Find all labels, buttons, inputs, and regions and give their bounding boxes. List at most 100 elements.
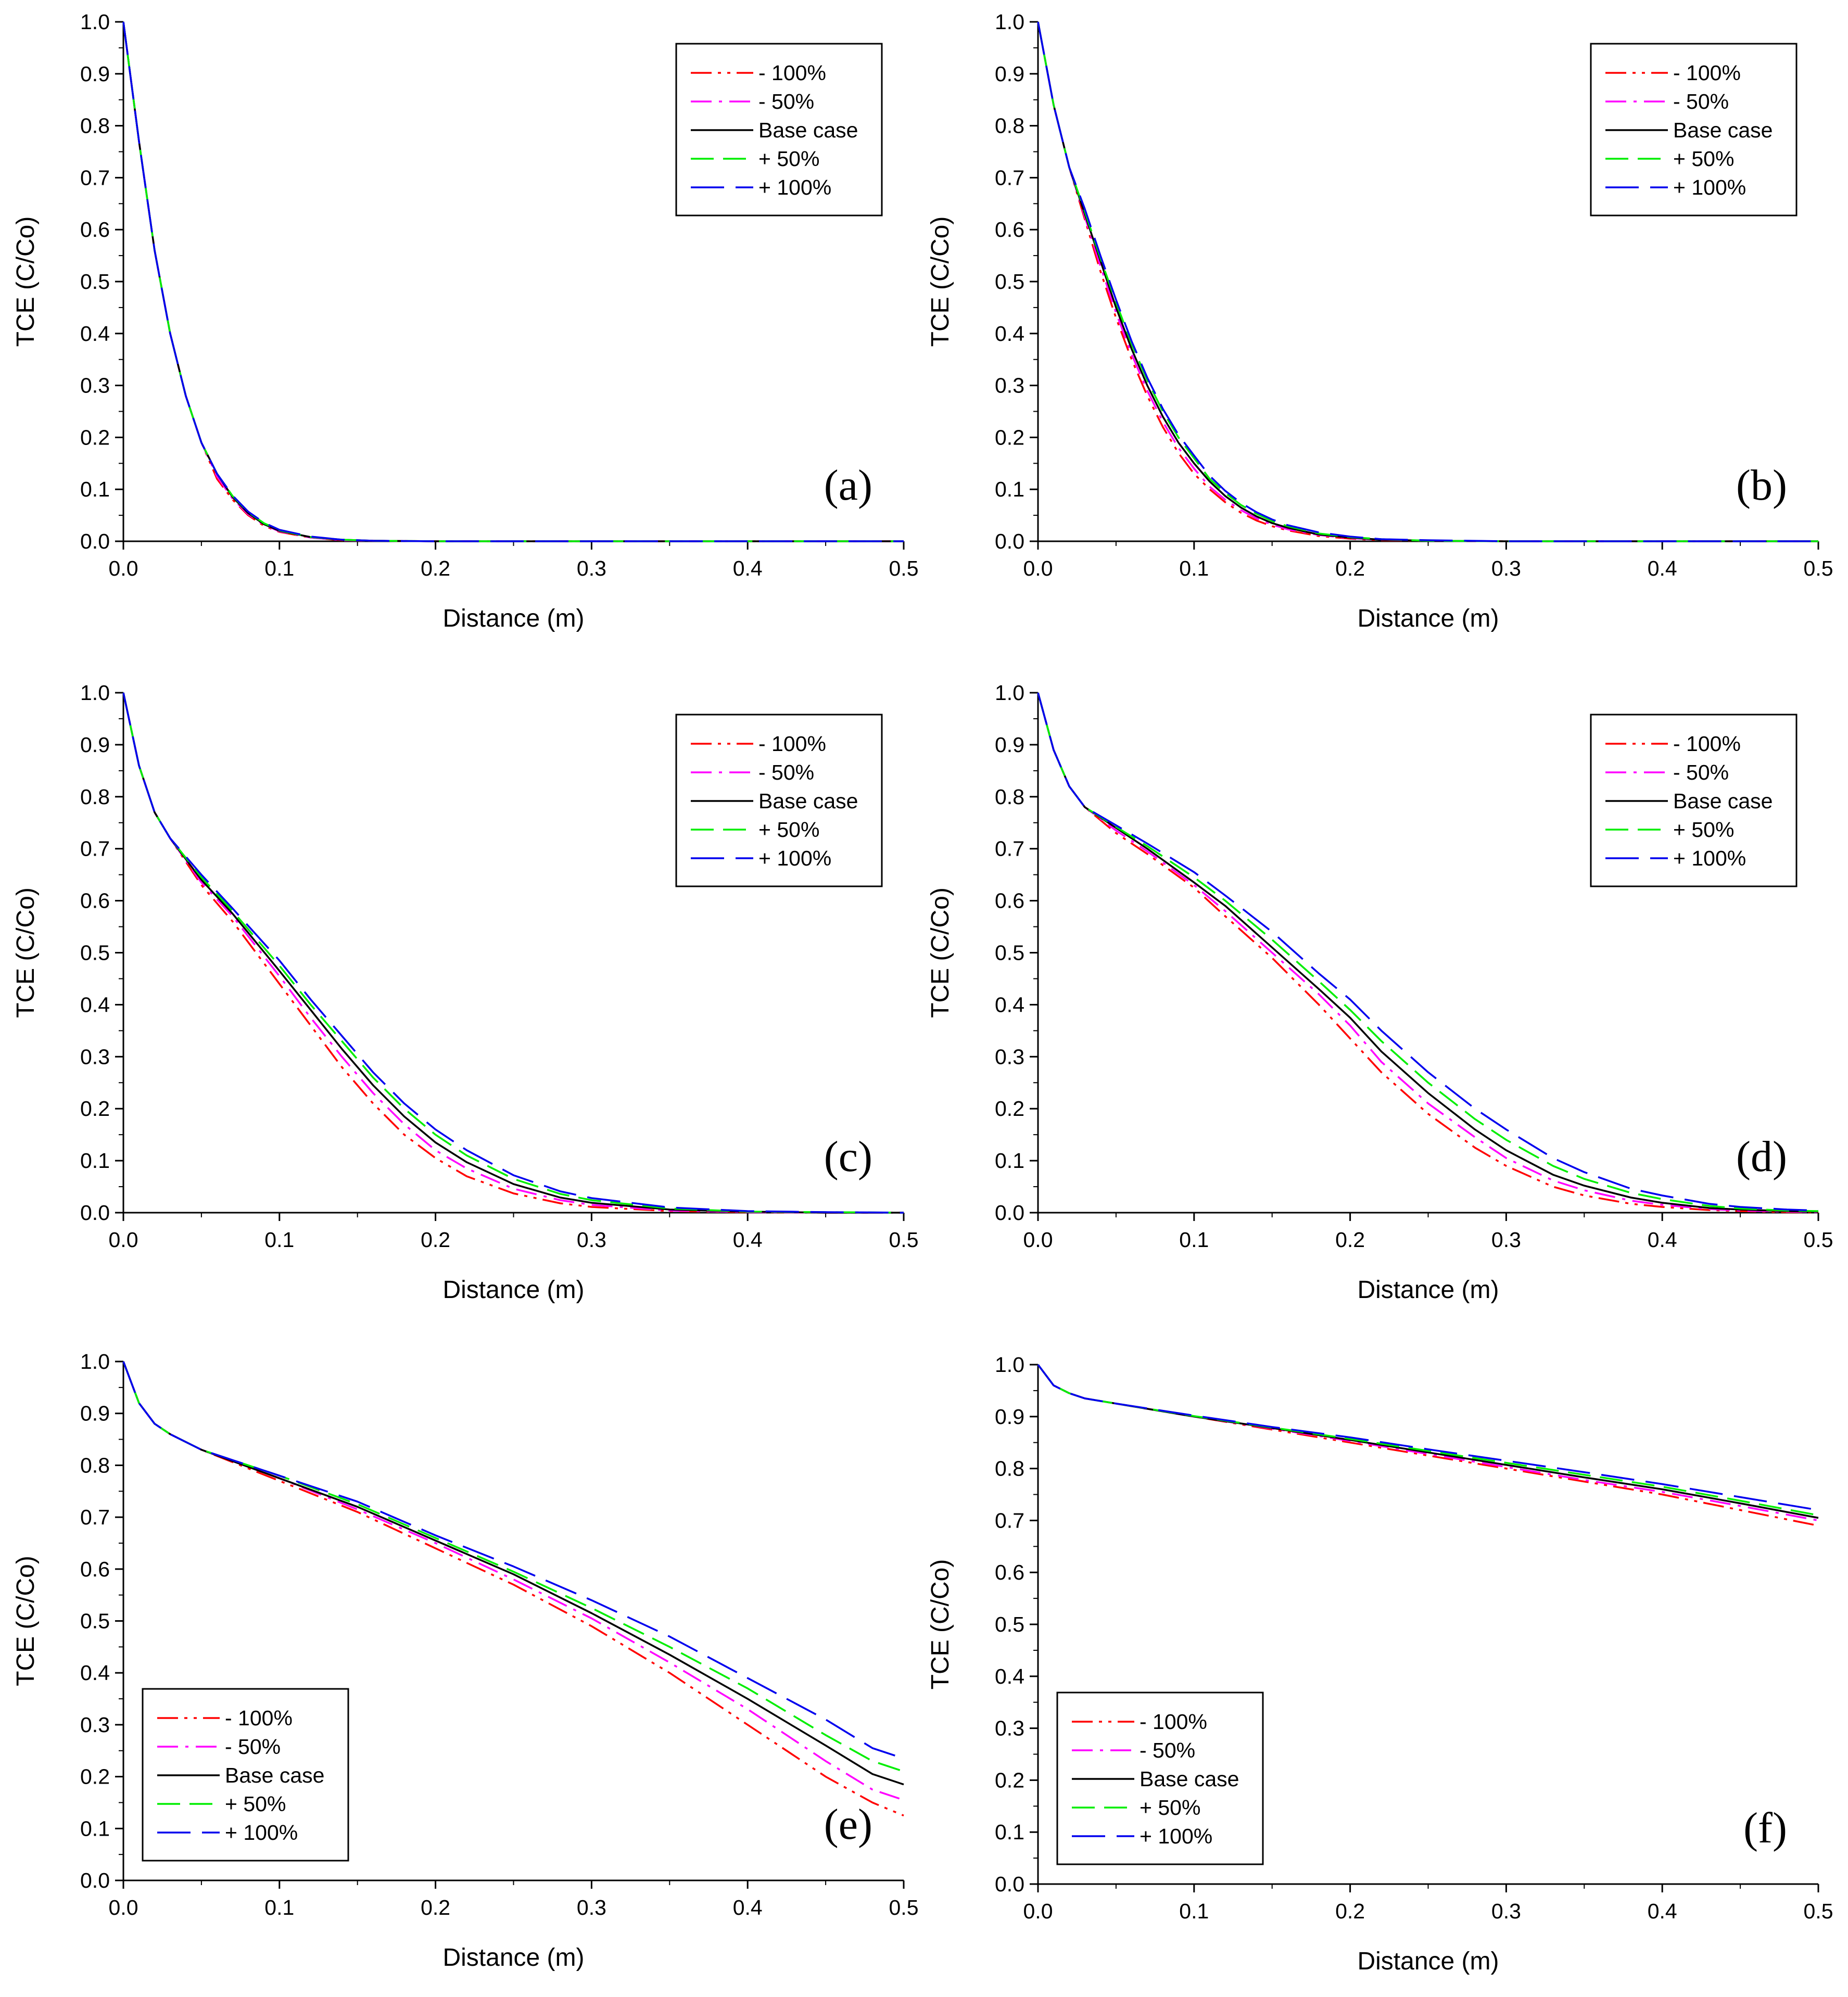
y-tick-label: 0.6 (995, 889, 1024, 913)
legend-label-2: - 50% (1673, 90, 1729, 113)
x-tick-label: 0.5 (889, 1896, 919, 1919)
y-tick-label: 0.6 (995, 1560, 1024, 1584)
x-tick-label: 0.3 (577, 1228, 606, 1252)
x-tick-label: 0.1 (1179, 1228, 1209, 1252)
x-tick-label: 0.5 (889, 556, 919, 580)
y-tick-label: 1.0 (995, 1353, 1024, 1377)
panel-label: (a) (824, 461, 872, 510)
y-tick-label: 0.1 (995, 1820, 1024, 1844)
x-tick-label: 0.2 (1335, 556, 1365, 580)
y-tick-label: 1.0 (80, 681, 110, 705)
y-tick-label: 0.5 (80, 941, 110, 965)
x-tick-label: 0.4 (1648, 1899, 1677, 1923)
series-line-1 (1037, 692, 1818, 1213)
legend-label-3: Base case (1673, 118, 1773, 142)
y-tick-label: 0.4 (995, 1664, 1024, 1688)
y-tick-label: 0.6 (80, 218, 110, 241)
x-tick-label: 0.3 (1491, 556, 1521, 580)
x-tick-label: 0.5 (1804, 1228, 1833, 1252)
y-tick-label: 0.4 (80, 1661, 110, 1685)
y-tick-label: 1.0 (995, 10, 1024, 34)
y-tick-label: 0.6 (995, 218, 1024, 241)
y-tick-label: 0.1 (995, 1149, 1024, 1173)
x-tick-label: 0.1 (264, 1896, 294, 1919)
legend-label-2: - 50% (225, 1735, 281, 1759)
y-tick-label: 0.4 (80, 322, 110, 346)
y-tick-label: 0.4 (995, 322, 1024, 346)
series-line-3 (1037, 1364, 1819, 1519)
y-tick-label: 0.1 (995, 477, 1024, 501)
legend-label-5: + 100% (758, 175, 831, 199)
series-line-1 (122, 1361, 904, 1817)
legend-label-3: Base case (1140, 1767, 1239, 1791)
x-tick-label: 0.2 (421, 556, 450, 580)
y-tick-label: 0.3 (995, 1045, 1024, 1069)
legend-label-5: + 100% (1673, 175, 1746, 199)
legend-label-5: + 100% (1140, 1824, 1212, 1848)
x-tick-label: 0.2 (1335, 1228, 1365, 1252)
series-line-5 (1037, 1364, 1819, 1511)
y-tick-label: 0.8 (995, 1457, 1024, 1481)
x-tick-label: 0.4 (1648, 556, 1677, 580)
y-tick-label: 0.9 (80, 733, 110, 757)
y-tick-label: 0.3 (80, 1713, 110, 1737)
legend-label-3: Base case (225, 1763, 324, 1787)
panel-label: (d) (1736, 1133, 1787, 1181)
x-tick-label: 0.4 (733, 556, 763, 580)
legend-label-2: - 50% (1673, 760, 1729, 784)
legend-label-4: + 50% (758, 818, 819, 842)
x-tick-label: 0.3 (1491, 1228, 1521, 1252)
x-axis-label: Distance (m) (442, 1276, 584, 1304)
legend-label-1: - 100% (1673, 61, 1741, 85)
legend-label-2: - 50% (1140, 1738, 1195, 1762)
chart-panel-2: 0.0 0.1 0.2 0.3 0.4 0.5 0.6 0.7 0.8 0.9 1.0 0.0 0.1 0… (927, 10, 1833, 632)
series-line-5 (1037, 21, 1818, 542)
legend-label-3: Base case (758, 118, 858, 142)
legend-label-3: Base case (758, 789, 858, 813)
chart-panel-4: 0.0 0.1 0.2 0.3 0.4 0.5 0.6 0.7 0.8 0.9 1.0 0.0 0.1 0… (927, 681, 1833, 1304)
x-tick-label: 0.1 (264, 556, 294, 580)
y-axis-label: TCE (C/Co) (927, 1559, 954, 1690)
y-tick-label: 0.0 (80, 529, 110, 553)
y-tick-label: 0.8 (80, 1453, 110, 1477)
legend-label-1: - 100% (758, 61, 826, 85)
y-tick-label: 0.8 (995, 785, 1024, 809)
legend: - 100% - 50% Base case + 50% + 100% (1590, 714, 1798, 887)
x-tick-label: 0.2 (1335, 1899, 1365, 1923)
y-tick-label: 0.7 (995, 166, 1024, 189)
y-tick-label: 0.8 (80, 785, 110, 809)
y-tick-label: 0.1 (80, 477, 110, 501)
series-line-4 (1037, 1364, 1819, 1517)
y-tick-label: 0.2 (995, 1768, 1024, 1792)
y-tick-label: 0.0 (80, 1868, 110, 1892)
y-tick-label: 0.8 (80, 114, 110, 138)
legend-label-4: + 50% (1673, 147, 1734, 171)
y-tick-label: 0.3 (80, 1045, 110, 1069)
legend-label-4: + 50% (1140, 1796, 1200, 1820)
legend-label-3: Base case (1673, 789, 1773, 813)
y-tick-label: 0.7 (995, 1508, 1024, 1532)
series-line-1 (1037, 1364, 1819, 1527)
series-line-2 (1037, 21, 1818, 542)
x-tick-label: 0.2 (421, 1228, 450, 1252)
panel-label: (b) (1736, 461, 1787, 510)
legend-label-2: - 50% (758, 90, 814, 113)
y-tick-label: 0.7 (80, 166, 110, 189)
chart-panel-1: 0.0 0.1 0.2 0.3 0.4 0.5 0.6 0.7 0.8 0.9 1.0 0.0 0.1 0… (12, 10, 919, 632)
y-tick-label: 0.0 (995, 1872, 1024, 1896)
x-tick-label: 0.0 (1023, 556, 1053, 580)
y-tick-label: 0.1 (80, 1149, 110, 1173)
x-tick-label: 0.0 (109, 1228, 138, 1252)
x-tick-label: 0.4 (733, 1896, 763, 1919)
y-tick-label: 0.6 (80, 1557, 110, 1581)
y-tick-label: 1.0 (995, 681, 1024, 705)
y-tick-label: 0.9 (80, 62, 110, 86)
x-tick-label: 0.1 (1179, 1899, 1209, 1923)
panel-label: (e) (824, 1800, 872, 1849)
chart-panel-6: 0.0 0.1 0.2 0.3 0.4 0.5 0.6 0.7 0.8 0.9 1.0 0.0 0.1 0… (927, 1353, 1833, 1975)
y-tick-label: 0.5 (995, 1612, 1024, 1636)
y-tick-label: 0.6 (80, 889, 110, 913)
y-tick-label: 1.0 (80, 1350, 110, 1373)
x-tick-label: 0.3 (577, 556, 606, 580)
legend-label-4: + 50% (758, 147, 819, 171)
